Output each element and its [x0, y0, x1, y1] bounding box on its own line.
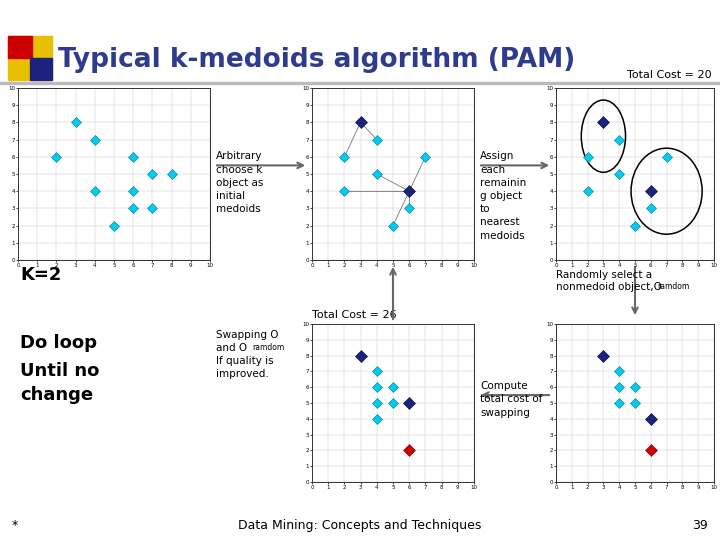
Text: ramdom: ramdom — [252, 343, 284, 352]
Text: Arbitrary
choose k
object as
initial
medoids: Arbitrary choose k object as initial med… — [216, 151, 264, 214]
Text: Data Mining: Concepts and Techniques: Data Mining: Concepts and Techniques — [238, 519, 482, 532]
Bar — [0, 82, 720, 84]
Text: Do loop: Do loop — [20, 334, 97, 352]
Text: If quality is
improved.: If quality is improved. — [216, 356, 274, 379]
Text: *: * — [12, 519, 18, 532]
Text: K=2: K=2 — [20, 266, 61, 284]
Text: Typical k-medoids algorithm (PAM): Typical k-medoids algorithm (PAM) — [58, 47, 575, 73]
Text: Swapping O: Swapping O — [216, 330, 279, 340]
Bar — [8, 36, 52, 80]
Text: Randomly select a: Randomly select a — [556, 270, 652, 280]
Bar — [8, 36, 32, 58]
Text: Compute
total cost of
swapping: Compute total cost of swapping — [480, 381, 542, 417]
Bar — [30, 58, 52, 80]
Text: and O: and O — [216, 343, 247, 353]
Text: nonmedoid object,O: nonmedoid object,O — [556, 282, 662, 292]
Text: Total Cost = 26: Total Cost = 26 — [312, 310, 397, 320]
Text: ramdom: ramdom — [657, 282, 689, 291]
Text: Until no
change: Until no change — [20, 362, 99, 403]
Text: Assign
each
remainin
g object
to
nearest
medoids: Assign each remainin g object to nearest… — [480, 151, 526, 241]
Text: Total Cost = 20: Total Cost = 20 — [627, 70, 712, 80]
Text: 39: 39 — [692, 519, 708, 532]
